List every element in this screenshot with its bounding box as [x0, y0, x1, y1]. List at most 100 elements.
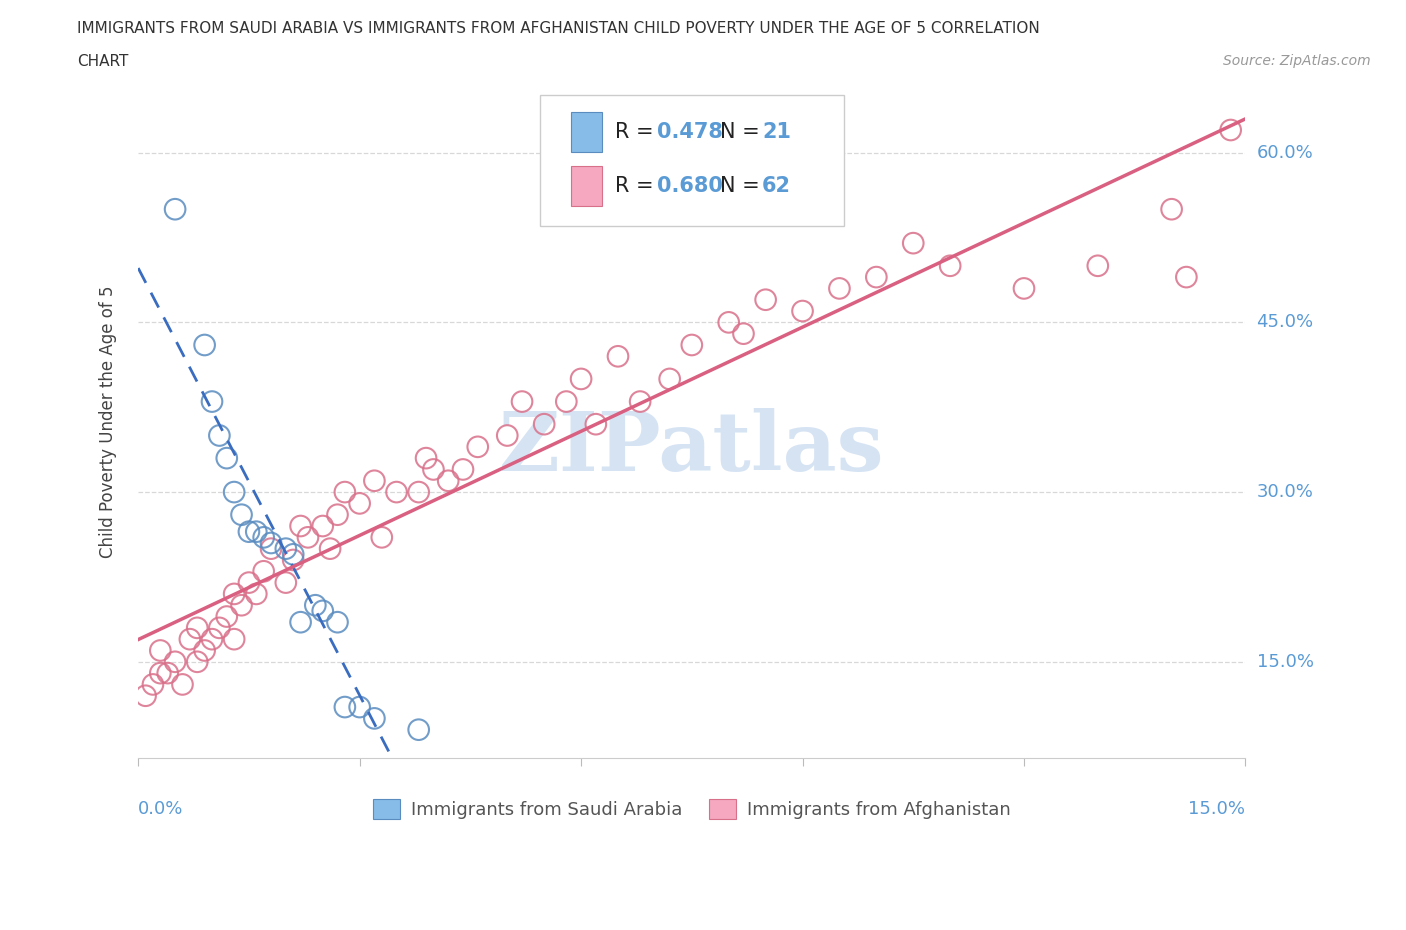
Point: [290, 519, 312, 534]
FancyBboxPatch shape: [571, 112, 602, 153]
Point: [792, 303, 814, 318]
Point: [260, 541, 283, 556]
Point: [224, 587, 246, 602]
Point: [1219, 123, 1241, 138]
Point: [717, 315, 740, 330]
Point: [304, 598, 326, 613]
Point: [422, 462, 444, 477]
Point: [297, 530, 319, 545]
Point: [215, 451, 238, 466]
Point: [224, 631, 246, 646]
Point: [467, 439, 489, 454]
Text: 60.0%: 60.0%: [1257, 143, 1313, 162]
Text: 0.0%: 0.0%: [138, 800, 184, 817]
Point: [333, 699, 356, 714]
Point: [733, 326, 755, 341]
Point: [510, 394, 533, 409]
Point: [238, 575, 260, 590]
Point: [408, 723, 430, 737]
Point: [215, 609, 238, 624]
Point: [274, 575, 297, 590]
Point: [245, 587, 267, 602]
Point: [865, 270, 887, 285]
FancyBboxPatch shape: [540, 95, 844, 226]
Point: [194, 643, 217, 658]
Point: [135, 688, 157, 703]
Point: [283, 547, 305, 562]
Text: Source: ZipAtlas.com: Source: ZipAtlas.com: [1223, 54, 1371, 68]
Point: [451, 462, 474, 477]
Point: [149, 666, 172, 681]
Point: [253, 530, 276, 545]
Point: [1160, 202, 1182, 217]
Text: ZIPatlas: ZIPatlas: [499, 408, 884, 488]
Point: [408, 485, 430, 499]
Point: [201, 394, 224, 409]
Point: [628, 394, 651, 409]
Point: [290, 615, 312, 630]
Point: [326, 615, 349, 630]
Point: [555, 394, 578, 409]
Point: [201, 631, 224, 646]
Point: [1087, 259, 1109, 273]
Text: 21: 21: [762, 122, 792, 142]
Point: [1012, 281, 1035, 296]
Text: 15.0%: 15.0%: [1257, 653, 1313, 671]
Point: [903, 235, 925, 250]
Text: N =: N =: [720, 176, 766, 195]
Y-axis label: Child Poverty Under the Age of 5: Child Poverty Under the Age of 5: [100, 286, 117, 558]
Point: [172, 677, 194, 692]
Point: [283, 552, 305, 567]
Text: 0.680: 0.680: [657, 176, 723, 195]
Point: [363, 711, 385, 725]
Text: IMMIGRANTS FROM SAUDI ARABIA VS IMMIGRANTS FROM AFGHANISTAN CHILD POVERTY UNDER : IMMIGRANTS FROM SAUDI ARABIA VS IMMIGRAN…: [77, 21, 1040, 36]
Point: [349, 699, 371, 714]
Point: [828, 281, 851, 296]
Point: [274, 541, 297, 556]
Point: [165, 655, 187, 670]
Point: [253, 564, 276, 578]
Point: [755, 292, 778, 307]
Point: [260, 536, 283, 551]
Text: R =: R =: [614, 176, 659, 195]
Point: [238, 525, 260, 539]
Text: 62: 62: [762, 176, 792, 195]
Point: [658, 371, 681, 386]
Point: [533, 417, 555, 432]
Point: [326, 507, 349, 522]
FancyBboxPatch shape: [571, 166, 602, 206]
Point: [194, 338, 217, 352]
Text: 15.0%: 15.0%: [1188, 800, 1246, 817]
Point: [569, 371, 592, 386]
Point: [312, 604, 335, 618]
Point: [349, 496, 371, 511]
Point: [165, 202, 187, 217]
Point: [939, 259, 962, 273]
Point: [245, 525, 267, 539]
Point: [231, 598, 253, 613]
Text: 30.0%: 30.0%: [1257, 483, 1313, 501]
Point: [156, 666, 179, 681]
Point: [149, 643, 172, 658]
Point: [496, 428, 519, 443]
Point: [208, 620, 231, 635]
Point: [607, 349, 630, 364]
Point: [142, 677, 165, 692]
Point: [415, 451, 437, 466]
Point: [437, 473, 460, 488]
Point: [681, 338, 703, 352]
Point: [224, 485, 246, 499]
Point: [319, 541, 342, 556]
Point: [1175, 270, 1198, 285]
Point: [585, 417, 607, 432]
Text: CHART: CHART: [77, 54, 129, 69]
Point: [363, 473, 385, 488]
Text: R =: R =: [614, 122, 659, 142]
Point: [231, 507, 253, 522]
Text: 0.478: 0.478: [657, 122, 723, 142]
Point: [186, 655, 208, 670]
Point: [312, 519, 335, 534]
Text: 45.0%: 45.0%: [1257, 313, 1313, 331]
Text: N =: N =: [720, 122, 766, 142]
Point: [371, 530, 394, 545]
